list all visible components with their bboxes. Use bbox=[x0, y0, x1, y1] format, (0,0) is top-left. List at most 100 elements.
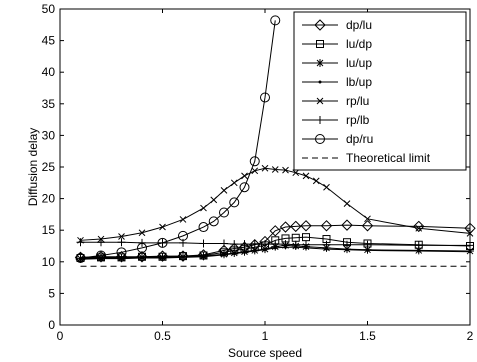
data-point-dp-lu bbox=[320, 220, 333, 232]
x-tick-label: 1 bbox=[262, 329, 269, 343]
data-point-lb-up bbox=[345, 248, 349, 252]
data-point-dp-lu bbox=[300, 220, 312, 232]
data-point-dp-ru bbox=[208, 216, 219, 227]
data-point-rp-lu bbox=[210, 196, 218, 204]
legend-marker-dp-lu bbox=[314, 19, 326, 31]
data-point-rp-lb bbox=[76, 238, 85, 247]
data-point-dp-ru bbox=[116, 247, 127, 258]
data-point-rp-lb bbox=[281, 240, 290, 249]
data-point-rp-lu bbox=[251, 167, 259, 175]
data-point-rp-lb bbox=[271, 240, 280, 249]
data-point-rp-lu bbox=[200, 204, 207, 212]
data-point-rp-lb bbox=[230, 240, 239, 249]
data-point-rp-lb bbox=[250, 240, 259, 249]
legend-marker-rp-lu bbox=[316, 97, 324, 105]
data-point-dp-ru bbox=[157, 237, 168, 248]
data-point-rp-lb bbox=[291, 240, 300, 249]
data-point-rp-lb bbox=[414, 241, 423, 250]
legend-entry-dp-lu: dp/lu bbox=[302, 18, 372, 32]
data-point-dp-lu bbox=[290, 220, 302, 233]
legend-label-lb-up: lb/up bbox=[346, 75, 372, 89]
data-point-lb-up bbox=[79, 257, 82, 261]
legend-entry-rp-lb: rp/lb bbox=[302, 113, 370, 127]
y-tick-label: 15 bbox=[42, 223, 56, 237]
data-point-rp-lu bbox=[312, 177, 320, 185]
data-point-lb-up bbox=[202, 255, 205, 259]
data-point-rp-lb bbox=[97, 238, 105, 247]
data-point-dp-ru bbox=[178, 230, 188, 241]
data-point-rp-lb bbox=[343, 240, 351, 249]
data-point-lb-up bbox=[325, 247, 328, 251]
data-point-dp-lu bbox=[269, 225, 281, 237]
data-point-dp-ru bbox=[96, 250, 106, 261]
data-point-rp-lb bbox=[199, 239, 208, 248]
y-tick-label: 25 bbox=[42, 160, 56, 174]
y-axis-label: Diffusion delay bbox=[26, 128, 40, 207]
legend-marker-rp-lb bbox=[316, 116, 324, 124]
data-point-lb-up bbox=[181, 255, 185, 259]
data-point-rp-lb bbox=[302, 240, 310, 249]
data-point-rp-lu bbox=[415, 224, 423, 232]
data-point-rp-lu bbox=[138, 229, 146, 237]
data-point-rp-lu bbox=[323, 183, 330, 191]
data-point-rp-lu bbox=[220, 187, 228, 194]
legend-marker-dp-ru bbox=[315, 134, 325, 144]
x-tick-label: 2 bbox=[467, 329, 474, 343]
x-axis-label: Source speed bbox=[228, 346, 302, 360]
data-point-dp-ru bbox=[229, 197, 240, 208]
x-tick-label: 0 bbox=[57, 329, 64, 343]
legend-label-dp-lu: dp/lu bbox=[346, 18, 372, 32]
legend: dp/lu lu/dp lu/up lb/up rp/lu rp/lb dp/ru Theor… bbox=[293, 11, 467, 171]
y-tick-label: 35 bbox=[42, 97, 56, 111]
data-point-lb-up bbox=[417, 249, 421, 253]
legend-label-lu-up: lu/up bbox=[346, 56, 372, 70]
data-point-rp-lu bbox=[261, 164, 269, 172]
data-point-rp-lb bbox=[261, 240, 269, 249]
legend-label-rp-lu: rp/lu bbox=[346, 94, 369, 108]
legend-entry-dp-ru: dp/ru bbox=[302, 132, 373, 146]
data-point-dp-ru bbox=[260, 92, 270, 103]
x-tick-label: 0.5 bbox=[154, 329, 171, 343]
data-point-dp-ru bbox=[75, 253, 86, 264]
legend-entry-theoretical-limit: Theoretical limit bbox=[302, 151, 431, 165]
data-point-rp-lu bbox=[292, 169, 300, 177]
y-tick-label: 40 bbox=[42, 65, 56, 79]
data-point-dp-lu bbox=[341, 219, 353, 231]
data-point-rp-lu bbox=[118, 233, 125, 240]
legend-label-lu-dp: lu/dp bbox=[346, 37, 372, 51]
legend-label-dp-ru: dp/ru bbox=[346, 132, 373, 146]
data-point-dp-ru bbox=[137, 242, 147, 253]
y-tick-label: 5 bbox=[48, 286, 55, 300]
data-point-lb-up bbox=[232, 252, 236, 256]
data-point-rp-lb bbox=[117, 238, 126, 247]
data-point-rp-lu bbox=[466, 230, 474, 237]
data-point-rp-lu bbox=[230, 179, 238, 187]
series-dp-ru bbox=[75, 15, 281, 264]
legend-box bbox=[293, 11, 467, 171]
data-point-rp-lb bbox=[363, 240, 372, 249]
legend-marker-lb-up bbox=[318, 80, 322, 84]
data-point-dp-ru bbox=[239, 182, 250, 193]
data-point-rp-lb bbox=[138, 238, 146, 247]
data-point-rp-lu bbox=[179, 216, 187, 223]
data-point-lb-up bbox=[263, 248, 267, 252]
data-point-lb-up bbox=[366, 248, 369, 252]
y-tick-label: 0 bbox=[48, 318, 55, 332]
data-point-lu-dp bbox=[302, 233, 310, 242]
data-point-dp-ru bbox=[249, 156, 260, 167]
data-point-lb-up bbox=[161, 256, 164, 260]
y-tick-label: 10 bbox=[42, 255, 56, 269]
data-point-rp-lb bbox=[220, 239, 228, 248]
y-tick-label: 50 bbox=[42, 2, 56, 16]
data-point-lb-up bbox=[99, 257, 103, 261]
y-tick-label: 20 bbox=[42, 192, 56, 206]
data-point-lb-up bbox=[243, 250, 246, 254]
data-point-dp-ru bbox=[270, 15, 281, 26]
legend-label-rp-lb: rp/lb bbox=[346, 113, 370, 127]
data-point-rp-lu bbox=[282, 166, 289, 174]
legend-marker-lu-up bbox=[316, 59, 324, 67]
legend-label-theoretical-limit: Theoretical limit bbox=[346, 151, 431, 165]
